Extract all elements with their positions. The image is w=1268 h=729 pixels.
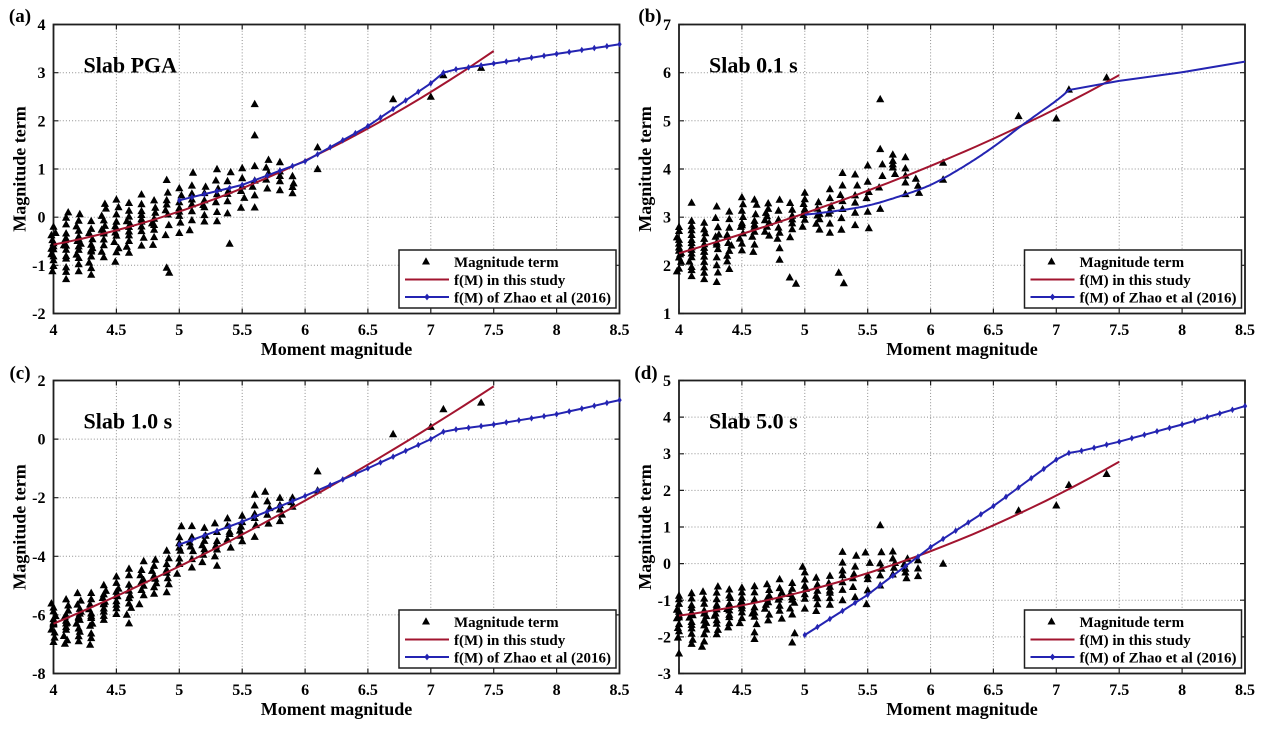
svg-text:0: 0 [38, 432, 46, 449]
svg-text:5: 5 [175, 682, 183, 699]
svg-text:7: 7 [1052, 322, 1060, 339]
svg-text:Magnitude term: Magnitude term [10, 464, 30, 589]
svg-text:Magnitude term: Magnitude term [1080, 255, 1185, 271]
svg-text:2: 2 [38, 373, 46, 390]
svg-text:Moment magnitude: Moment magnitude [261, 699, 413, 719]
svg-text:Slab 0.1 s: Slab 0.1 s [709, 53, 798, 78]
svg-text:4: 4 [50, 322, 58, 339]
svg-text:-2: -2 [658, 629, 671, 646]
svg-text:4.5: 4.5 [732, 682, 752, 699]
svg-text:8: 8 [553, 322, 561, 339]
svg-text:Magnitude term: Magnitude term [454, 615, 559, 631]
svg-text:-1: -1 [658, 593, 671, 610]
svg-text:7.5: 7.5 [1109, 322, 1129, 339]
svg-text:5: 5 [663, 373, 671, 390]
svg-text:8: 8 [1178, 682, 1186, 699]
svg-text:8.5: 8.5 [610, 322, 630, 339]
svg-text:2: 2 [663, 258, 671, 275]
svg-text:5.5: 5.5 [232, 322, 252, 339]
svg-text:Magnitude term: Magnitude term [10, 106, 30, 231]
svg-text:(b): (b) [638, 6, 661, 27]
svg-text:7: 7 [427, 682, 435, 699]
svg-text:4.5: 4.5 [732, 322, 752, 339]
svg-text:Slab PGA: Slab PGA [84, 53, 178, 78]
svg-text:2: 2 [38, 113, 46, 130]
svg-text:Magnitude term: Magnitude term [454, 255, 559, 271]
svg-text:Magnitude term: Magnitude term [1080, 615, 1185, 631]
svg-text:6: 6 [927, 682, 935, 699]
svg-text:Moment magnitude: Moment magnitude [261, 339, 413, 359]
svg-text:4: 4 [663, 410, 671, 427]
svg-text:f(M) in this study: f(M) in this study [454, 633, 566, 649]
svg-text:-4: -4 [32, 549, 45, 566]
svg-text:5: 5 [801, 322, 809, 339]
svg-text:f(M) in this study: f(M) in this study [454, 273, 566, 289]
svg-text:(d): (d) [634, 363, 657, 384]
svg-text:4.5: 4.5 [106, 322, 126, 339]
svg-text:(a): (a) [9, 6, 31, 27]
svg-text:6.5: 6.5 [983, 682, 1003, 699]
svg-text:6: 6 [663, 65, 671, 82]
svg-text:Slab 5.0 s: Slab 5.0 s [709, 409, 798, 434]
svg-text:f(M) of Zhao et al (2016): f(M) of Zhao et al (2016) [1080, 651, 1237, 667]
svg-text:5: 5 [663, 113, 671, 130]
svg-text:Magnitude term: Magnitude term [635, 464, 655, 589]
svg-text:0: 0 [663, 556, 671, 573]
svg-text:8: 8 [553, 682, 561, 699]
svg-text:4.5: 4.5 [106, 682, 126, 699]
svg-text:f(M) in this study: f(M) in this study [1080, 633, 1192, 649]
svg-text:-2: -2 [32, 490, 45, 507]
svg-text:4: 4 [38, 17, 46, 34]
svg-text:5: 5 [801, 682, 809, 699]
svg-text:-6: -6 [32, 607, 45, 624]
svg-text:5: 5 [175, 322, 183, 339]
svg-text:7.5: 7.5 [484, 682, 504, 699]
svg-text:(c): (c) [9, 363, 30, 384]
svg-text:6: 6 [301, 682, 309, 699]
svg-text:1: 1 [38, 162, 46, 179]
svg-text:-2: -2 [32, 306, 45, 323]
svg-text:6.5: 6.5 [983, 322, 1003, 339]
svg-text:3: 3 [663, 210, 671, 227]
svg-text:f(M) of Zhao et al (2016): f(M) of Zhao et al (2016) [454, 651, 611, 667]
svg-text:4: 4 [675, 682, 683, 699]
svg-text:8.5: 8.5 [1235, 682, 1255, 699]
svg-text:6.5: 6.5 [358, 682, 378, 699]
svg-text:0: 0 [38, 210, 46, 227]
svg-text:3: 3 [663, 446, 671, 463]
svg-text:5.5: 5.5 [858, 322, 878, 339]
svg-text:Slab 1.0 s: Slab 1.0 s [84, 409, 173, 434]
svg-text:7: 7 [1052, 682, 1060, 699]
svg-text:-3: -3 [658, 666, 671, 683]
svg-text:4: 4 [675, 322, 683, 339]
svg-text:7.5: 7.5 [1109, 682, 1129, 699]
svg-text:7: 7 [427, 322, 435, 339]
svg-text:4: 4 [663, 162, 671, 179]
svg-text:-8: -8 [32, 666, 45, 683]
svg-text:6: 6 [301, 322, 309, 339]
svg-text:f(M) in this study: f(M) in this study [1080, 273, 1192, 289]
svg-text:Magnitude term: Magnitude term [635, 106, 655, 231]
svg-text:6: 6 [927, 322, 935, 339]
svg-text:5.5: 5.5 [858, 682, 878, 699]
svg-text:8.5: 8.5 [1235, 322, 1255, 339]
svg-text:1: 1 [663, 520, 671, 537]
svg-text:1: 1 [663, 306, 671, 323]
svg-text:f(M) of Zhao et al (2016): f(M) of Zhao et al (2016) [1080, 291, 1237, 307]
svg-text:3: 3 [38, 65, 46, 82]
svg-text:8: 8 [1178, 322, 1186, 339]
svg-text:6.5: 6.5 [358, 322, 378, 339]
svg-text:Moment magnitude: Moment magnitude [886, 339, 1038, 359]
svg-text:f(M) of Zhao et al (2016): f(M) of Zhao et al (2016) [454, 291, 611, 307]
svg-text:Moment magnitude: Moment magnitude [886, 699, 1038, 719]
svg-text:4: 4 [50, 682, 58, 699]
svg-text:-1: -1 [32, 258, 45, 275]
svg-text:5.5: 5.5 [232, 682, 252, 699]
svg-text:8.5: 8.5 [610, 682, 630, 699]
svg-text:7: 7 [663, 17, 671, 34]
svg-text:2: 2 [663, 483, 671, 500]
svg-text:7.5: 7.5 [484, 322, 504, 339]
